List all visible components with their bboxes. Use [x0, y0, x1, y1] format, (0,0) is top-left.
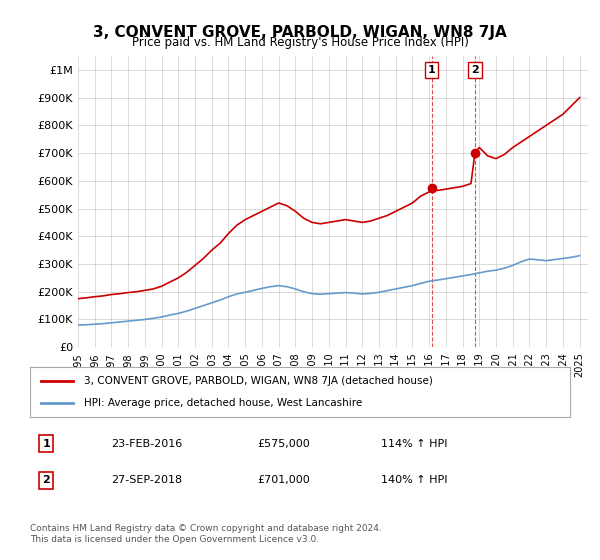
Text: 140% ↑ HPI: 140% ↑ HPI: [381, 475, 448, 486]
Text: 2: 2: [471, 65, 479, 74]
Text: £701,000: £701,000: [257, 475, 310, 486]
Text: HPI: Average price, detached house, West Lancashire: HPI: Average price, detached house, West…: [84, 398, 362, 408]
Text: £575,000: £575,000: [257, 438, 310, 449]
Text: 3, CONVENT GROVE, PARBOLD, WIGAN, WN8 7JA (detached house): 3, CONVENT GROVE, PARBOLD, WIGAN, WN8 7J…: [84, 376, 433, 386]
Text: 27-SEP-2018: 27-SEP-2018: [111, 475, 182, 486]
Text: 1: 1: [428, 65, 436, 74]
Text: 3, CONVENT GROVE, PARBOLD, WIGAN, WN8 7JA: 3, CONVENT GROVE, PARBOLD, WIGAN, WN8 7J…: [93, 25, 507, 40]
Text: Price paid vs. HM Land Registry's House Price Index (HPI): Price paid vs. HM Land Registry's House …: [131, 36, 469, 49]
Text: 2: 2: [43, 475, 50, 486]
Text: 23-FEB-2016: 23-FEB-2016: [111, 438, 182, 449]
Text: This data is licensed under the Open Government Licence v3.0.: This data is licensed under the Open Gov…: [30, 535, 319, 544]
Text: 1: 1: [43, 438, 50, 449]
Text: Contains HM Land Registry data © Crown copyright and database right 2024.: Contains HM Land Registry data © Crown c…: [30, 524, 382, 533]
Text: 114% ↑ HPI: 114% ↑ HPI: [381, 438, 448, 449]
